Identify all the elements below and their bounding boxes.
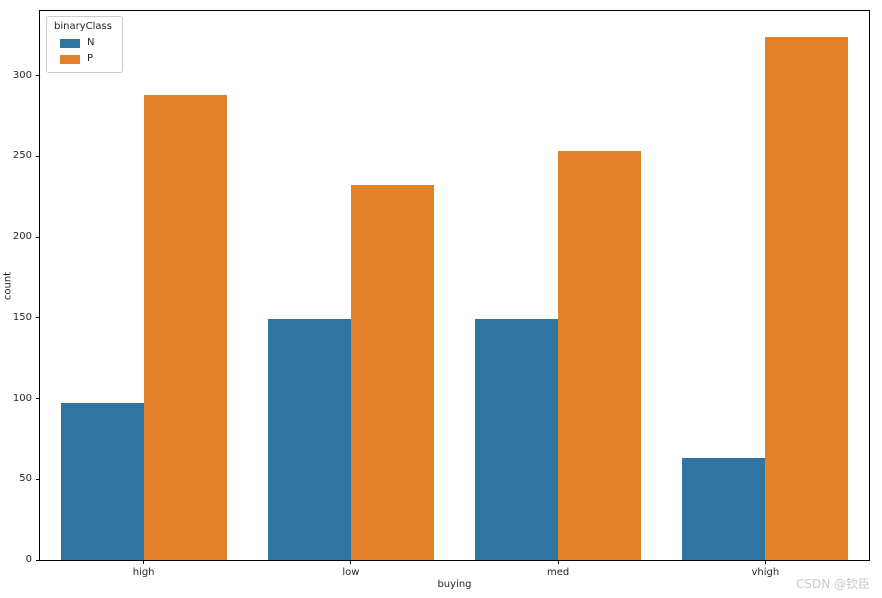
y-tick-mark xyxy=(36,75,40,77)
x-tick-label: low xyxy=(342,567,360,578)
bar-P-low xyxy=(350,185,434,560)
y-tick-mark xyxy=(36,398,40,400)
legend-title: binaryClass xyxy=(54,21,112,32)
y-tick-mark xyxy=(36,478,40,480)
y-tick-label: 200 xyxy=(12,231,32,243)
bar-P-med xyxy=(558,151,642,560)
y-axis-label: count xyxy=(2,271,14,300)
x-tick-label: med xyxy=(547,567,570,578)
bar-N-low xyxy=(267,319,351,560)
y-tick-label: 300 xyxy=(12,69,32,81)
legend-item-P: P xyxy=(60,52,112,66)
x-axis-label: buying xyxy=(437,579,472,590)
legend-swatch-icon xyxy=(60,38,80,48)
y-tick-mark xyxy=(36,317,40,319)
legend-item-N: N xyxy=(60,36,112,50)
x-tick-mark xyxy=(764,560,766,564)
x-tick-mark xyxy=(143,560,145,564)
y-tick-label: 50 xyxy=(19,473,32,485)
x-tick-mark xyxy=(350,560,352,564)
bar-P-high xyxy=(143,94,227,560)
watermark: CSDN @钦臣 xyxy=(795,577,870,591)
x-tick-label: vhigh xyxy=(751,567,780,578)
x-tick-mark xyxy=(557,560,559,564)
bar-N-vhigh xyxy=(682,458,766,560)
legend-item-label: N xyxy=(87,37,95,48)
y-tick-label: 0 xyxy=(25,554,32,565)
y-tick-label: 100 xyxy=(12,392,32,404)
y-tick-mark xyxy=(36,155,40,157)
legend-swatch-icon xyxy=(60,54,80,64)
bar-P-vhigh xyxy=(765,36,849,560)
legend-item-label: P xyxy=(87,53,94,64)
bar-N-high xyxy=(60,403,144,560)
y-tick-mark xyxy=(36,236,40,238)
y-tick-label: 150 xyxy=(12,311,32,323)
y-tick-label: 250 xyxy=(12,150,32,162)
x-tick-label: high xyxy=(132,567,155,578)
bar-N-med xyxy=(475,319,559,560)
y-tick-mark xyxy=(36,559,40,561)
